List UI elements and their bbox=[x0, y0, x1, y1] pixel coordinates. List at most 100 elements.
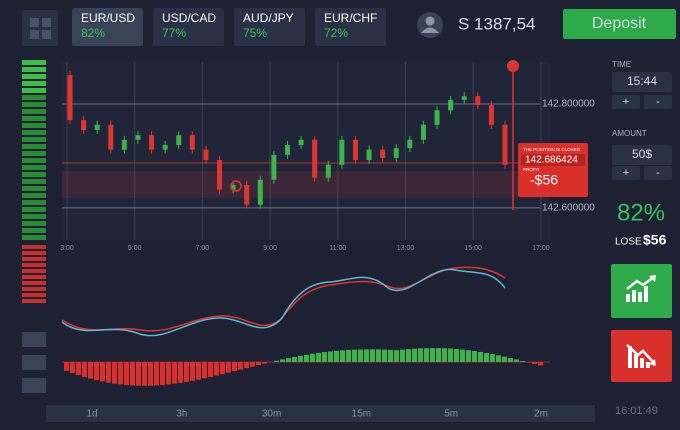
depth-bar bbox=[22, 109, 46, 114]
histogram-bar bbox=[520, 360, 525, 362]
depth-bar bbox=[22, 193, 46, 198]
y-tick-label: 142.600000 bbox=[542, 202, 595, 213]
histogram-bar bbox=[340, 350, 345, 362]
depth-bar bbox=[22, 235, 46, 240]
candle bbox=[176, 135, 182, 146]
histogram-bar bbox=[394, 350, 399, 362]
avatar[interactable] bbox=[417, 12, 443, 38]
timeframe[interactable]: 3h bbox=[176, 409, 187, 420]
y-tick-label: 142.800000 bbox=[542, 99, 595, 110]
amount-label: AMOUNT bbox=[612, 129, 647, 138]
pair-tab[interactable] bbox=[72, 8, 143, 46]
time-value: 15:44 bbox=[627, 74, 657, 88]
menu-button[interactable] bbox=[22, 10, 58, 46]
indicator-toggle[interactable] bbox=[22, 355, 46, 370]
histogram-bar bbox=[178, 362, 183, 383]
pair-tab[interactable] bbox=[153, 8, 224, 46]
candle bbox=[312, 139, 318, 178]
candle bbox=[121, 139, 127, 150]
histogram-bar bbox=[442, 348, 447, 362]
pair-payout: 77% bbox=[162, 26, 186, 40]
histogram-bar bbox=[202, 362, 207, 379]
depth-bar bbox=[22, 172, 46, 177]
time-label: 5:00 bbox=[128, 245, 142, 252]
histogram-bar bbox=[376, 349, 381, 362]
timeframe[interactable]: 5m bbox=[444, 409, 458, 420]
timeframe[interactable]: 2m bbox=[534, 409, 548, 420]
sell-button[interactable] bbox=[611, 330, 672, 382]
candle bbox=[448, 99, 454, 111]
time-minus[interactable] bbox=[644, 95, 672, 109]
indicator-toggle[interactable] bbox=[22, 378, 46, 393]
oscillator-panel bbox=[61, 266, 550, 386]
histogram-bar bbox=[124, 362, 129, 386]
close-flag bbox=[507, 60, 519, 72]
timeframe[interactable]: 1d bbox=[86, 409, 97, 420]
histogram-bar bbox=[76, 362, 81, 376]
depth-bar bbox=[22, 293, 46, 297]
time-label: 13:00 bbox=[397, 245, 415, 252]
time-plus[interactable] bbox=[612, 95, 640, 109]
histogram-bar bbox=[142, 362, 147, 386]
histogram-bar bbox=[100, 362, 105, 382]
histogram-bar bbox=[364, 349, 369, 362]
deposit-button[interactable] bbox=[563, 9, 676, 39]
pair-payout: 72% bbox=[324, 26, 348, 40]
histogram-bar bbox=[274, 360, 279, 362]
histogram-bar bbox=[304, 354, 309, 362]
histogram-bar bbox=[106, 362, 111, 383]
histogram-bar bbox=[316, 352, 321, 362]
pair-tab[interactable] bbox=[315, 8, 386, 46]
time-field[interactable] bbox=[612, 72, 672, 92]
candle bbox=[325, 164, 331, 178]
histogram-bar bbox=[220, 362, 225, 375]
candle bbox=[393, 148, 399, 159]
histogram-bar bbox=[334, 350, 339, 362]
histogram-bar bbox=[154, 362, 159, 386]
histogram-bar bbox=[190, 362, 195, 381]
candle bbox=[108, 124, 114, 150]
timeframe[interactable]: 15m bbox=[352, 409, 371, 420]
histogram-bar bbox=[166, 362, 171, 385]
histogram-bar bbox=[238, 362, 243, 370]
time-minus-label: - bbox=[656, 96, 660, 108]
histogram-bar bbox=[94, 362, 99, 381]
pair-name: AUD/JPY bbox=[243, 11, 294, 25]
depth-bar bbox=[22, 165, 46, 170]
histogram-bar bbox=[412, 348, 417, 362]
depth-bar bbox=[22, 281, 46, 285]
histogram-bar bbox=[256, 362, 261, 366]
pair-tab[interactable] bbox=[234, 8, 305, 46]
candle bbox=[298, 139, 304, 146]
histogram-bar bbox=[208, 362, 213, 377]
pair-name: EUR/CHF bbox=[324, 11, 377, 25]
pair-payout: 75% bbox=[243, 26, 267, 40]
amount-field[interactable] bbox=[612, 145, 672, 165]
depth-bar bbox=[22, 275, 46, 279]
histogram-bar bbox=[322, 352, 327, 362]
histogram-bar bbox=[160, 362, 165, 385]
buy-button[interactable] bbox=[611, 264, 672, 318]
popup-profit: -$56 bbox=[530, 172, 558, 188]
timeframe-bar bbox=[46, 405, 595, 422]
candle bbox=[475, 96, 481, 106]
result-label: LOSE bbox=[615, 237, 642, 248]
histogram-bar bbox=[436, 348, 441, 362]
time-plus-label: + bbox=[623, 96, 629, 108]
histogram-bar bbox=[64, 362, 69, 371]
amount-plus[interactable] bbox=[612, 166, 640, 180]
indicator-toggle[interactable] bbox=[22, 332, 46, 347]
candle bbox=[434, 110, 440, 125]
histogram-bar bbox=[292, 356, 297, 362]
amount-minus[interactable] bbox=[644, 166, 672, 180]
histogram-bar bbox=[466, 350, 471, 362]
histogram-bar bbox=[184, 362, 189, 382]
candle bbox=[162, 145, 168, 150]
candle bbox=[189, 135, 195, 150]
time-label: 3:00 bbox=[60, 245, 74, 252]
timeframe[interactable]: 30m bbox=[262, 409, 281, 420]
histogram-bar bbox=[406, 349, 411, 362]
histogram-bar bbox=[172, 362, 177, 384]
candle bbox=[94, 124, 100, 130]
depth-bar bbox=[22, 88, 46, 93]
